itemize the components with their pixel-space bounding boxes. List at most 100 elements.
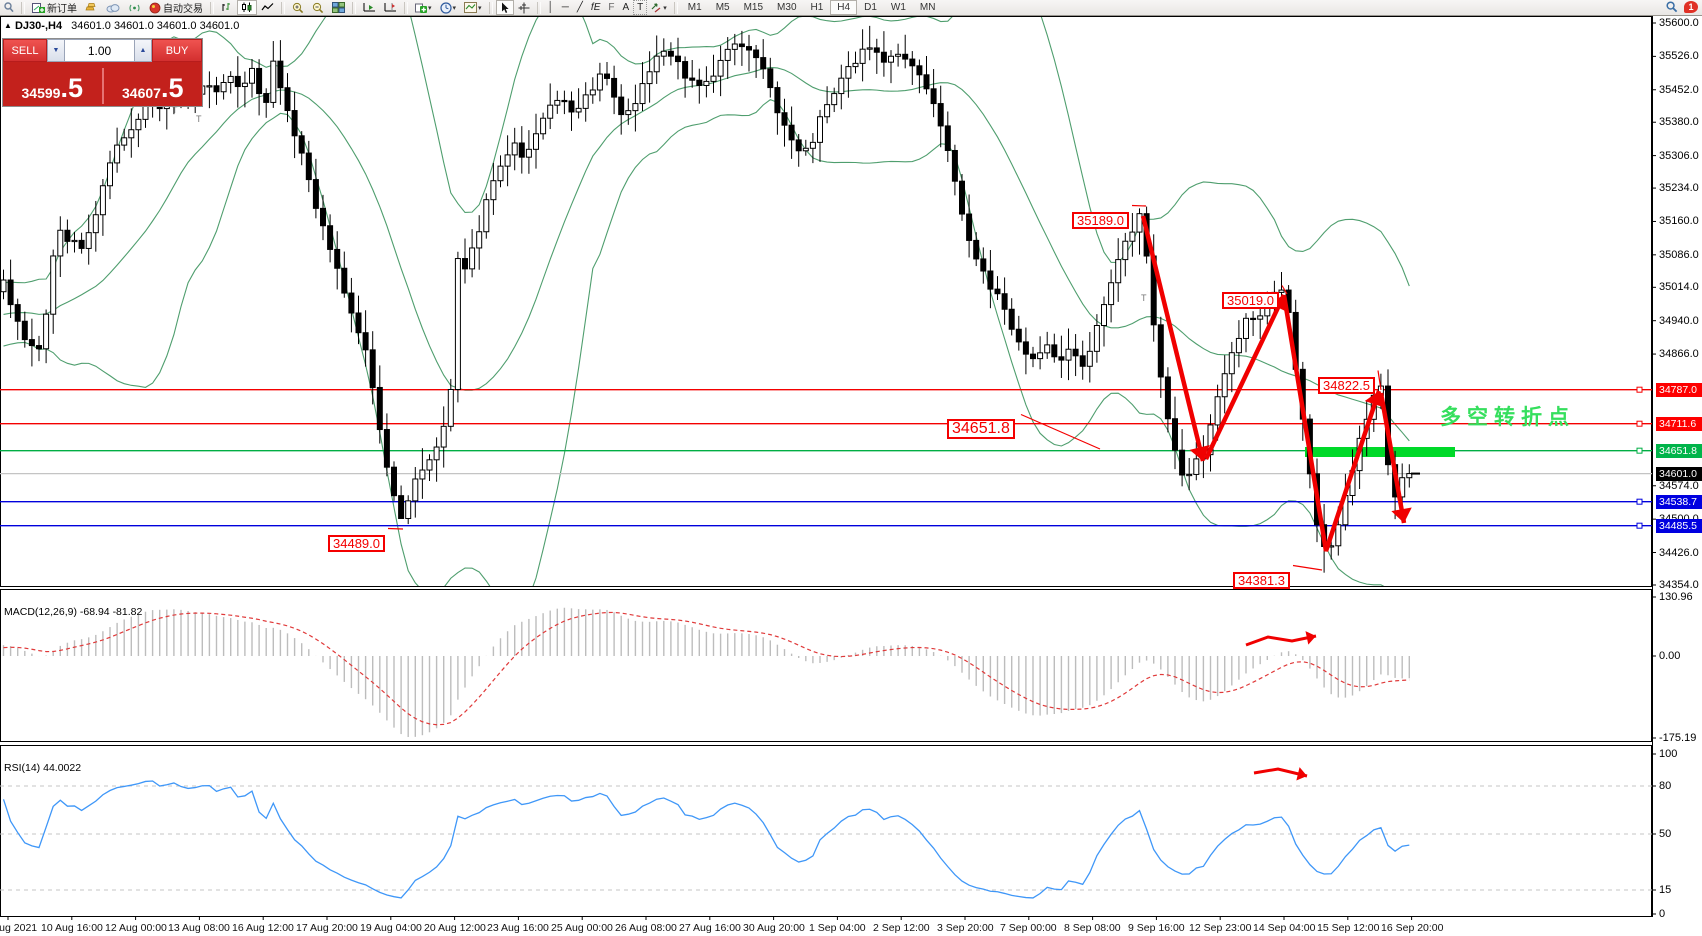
candle-up <box>1065 348 1072 361</box>
label-tool[interactable]: T <box>633 0 648 15</box>
price-annotation-box[interactable]: 35189.0 <box>1072 212 1129 229</box>
signal-icon[interactable] <box>124 0 145 15</box>
candle-up <box>1257 315 1264 320</box>
timeframe-h4[interactable]: H4 <box>830 0 858 15</box>
date-axis-label: 9 Aug 2021 <box>0 922 38 934</box>
candle-down <box>930 88 937 105</box>
volume-increase-button[interactable]: ▲ <box>134 39 152 62</box>
trend-arrow[interactable] <box>1245 634 1317 647</box>
candle-up <box>1186 473 1193 477</box>
trend-arrow[interactable] <box>1253 767 1308 778</box>
level-handle[interactable] <box>1636 447 1643 454</box>
trend-arrow[interactable] <box>1140 215 1206 462</box>
timeframe-m1[interactable]: M1 <box>687 2 702 13</box>
buy-button[interactable]: BUY <box>152 39 202 62</box>
search-icon[interactable] <box>1666 1 1678 13</box>
line-chart-icon[interactable] <box>257 0 278 15</box>
timeframe-m5[interactable]: M5 <box>715 2 730 13</box>
search-icon[interactable] <box>0 0 18 15</box>
bb-upper <box>3 17 1410 287</box>
notifications-icon[interactable]: 1 <box>1684 1 1698 13</box>
sell-price[interactable]: 34599 .5 <box>3 75 102 104</box>
tile-windows-icon[interactable] <box>328 0 349 15</box>
level-handle[interactable] <box>1636 420 1643 427</box>
cloud-icon <box>106 4 120 13</box>
candlestick-chart-icon[interactable] <box>237 0 257 15</box>
crosshair-icon[interactable] <box>514 0 534 15</box>
chinese-note-text[interactable]: 多空转折点 <box>1440 406 1575 429</box>
new-order-button[interactable]: 新订单 <box>28 0 81 15</box>
vertical-line-tool[interactable]: │ <box>547 2 554 13</box>
fibo-fan-tool[interactable]: F <box>608 2 615 13</box>
date-axis-label: 10 Aug 16:00 <box>41 922 103 934</box>
new-order-icon <box>32 2 45 13</box>
auto-trading-button[interactable]: 自动交易 <box>145 0 207 15</box>
price-divider <box>101 68 104 104</box>
fibo-tool[interactable]: fE <box>590 2 601 13</box>
symbol-header: ▲ DJ30-,H4 34601.0 34601.0 34601.0 34601… <box>4 20 239 32</box>
candle-down <box>973 239 980 260</box>
chart-shift-icon[interactable] <box>380 0 401 15</box>
trend-arrow[interactable] <box>1378 392 1407 524</box>
add-indicator-button[interactable]: ▾ <box>411 0 436 15</box>
candle-down <box>1179 449 1186 476</box>
template-button[interactable]: ▾ <box>460 0 486 15</box>
level-handle[interactable] <box>1636 386 1643 393</box>
trend-arrow[interactable] <box>1203 294 1287 460</box>
market-gold-icon[interactable] <box>81 0 102 15</box>
candle-down <box>987 270 994 290</box>
gold-bars-icon <box>85 3 96 11</box>
arrowhead <box>1305 631 1316 645</box>
cloud-icon[interactable] <box>102 0 124 15</box>
collapse-arrow-icon[interactable]: ▲ <box>4 21 12 30</box>
sell-button[interactable]: SELL <box>3 39 47 62</box>
auto-scroll-icon[interactable] <box>359 0 380 15</box>
level-handle[interactable] <box>1636 498 1643 505</box>
periods-clock-button[interactable]: ▾ <box>436 0 461 15</box>
price-annotation-box[interactable]: 34822.5 <box>1318 377 1375 394</box>
candle-down <box>1157 324 1164 378</box>
timeframe-h1[interactable]: H1 <box>810 2 824 13</box>
candle-up <box>483 199 490 233</box>
price-axis-label: 35526.0 <box>1659 50 1699 63</box>
horizontal-line-tool[interactable]: ─ <box>561 2 569 13</box>
candle-up <box>206 85 213 88</box>
candle-down <box>369 349 376 388</box>
symbol-name: DJ30-,H4 <box>14 20 63 32</box>
green-highlight-band[interactable] <box>1305 447 1455 457</box>
trend-arrow[interactable] <box>1281 294 1382 552</box>
bar-chart-icon[interactable] <box>217 0 237 15</box>
price-annotation-box[interactable]: 34651.8 <box>947 419 1015 439</box>
zoom-out-icon[interactable] <box>308 0 328 15</box>
candle-up <box>128 129 135 139</box>
price-axis-label: 34574.0 <box>1659 479 1699 492</box>
zoom-in-icon[interactable] <box>288 0 308 15</box>
timeframe-d1[interactable]: D1 <box>864 2 877 13</box>
macd-indicator-label: MACD(12,26,9) -68.94 -81.82 <box>4 606 143 618</box>
price-annotation-box[interactable]: 34381.3 <box>1233 572 1290 589</box>
chevron-down-icon: ▾ <box>478 4 482 12</box>
cursor-icon[interactable] <box>495 0 514 15</box>
trendline-tool[interactable]: ╱ <box>576 2 583 13</box>
candle-down <box>923 74 930 90</box>
timeframe-w1[interactable]: W1 <box>890 2 906 13</box>
candle-up <box>241 82 248 88</box>
candle-down <box>788 124 795 141</box>
date-axis-label: 2 Sep 12:00 <box>873 922 930 934</box>
chart-canvas[interactable] <box>0 15 1702 936</box>
rsi-pane-border <box>0 745 1652 917</box>
arrows-tool[interactable]: ▾ <box>647 0 671 15</box>
volume-decrease-button[interactable]: ▼ <box>47 39 65 62</box>
price-axis-label: 34866.0 <box>1659 348 1699 361</box>
candle-up <box>525 148 532 158</box>
text-tool[interactable]: A <box>622 2 630 13</box>
level-handle[interactable] <box>1636 522 1643 529</box>
timeframe-m30[interactable]: M30 <box>777 2 797 13</box>
volume-input[interactable] <box>65 39 134 62</box>
timeframe-m15[interactable]: M15 <box>743 2 764 13</box>
candle-up <box>1228 352 1235 375</box>
price-annotation-box[interactable]: 34489.0 <box>328 535 385 552</box>
timeframe-mn[interactable]: MN <box>919 2 936 13</box>
price-annotation-box[interactable]: 35019.0 <box>1222 292 1279 309</box>
buy-price[interactable]: 34607 .5 <box>104 75 203 104</box>
